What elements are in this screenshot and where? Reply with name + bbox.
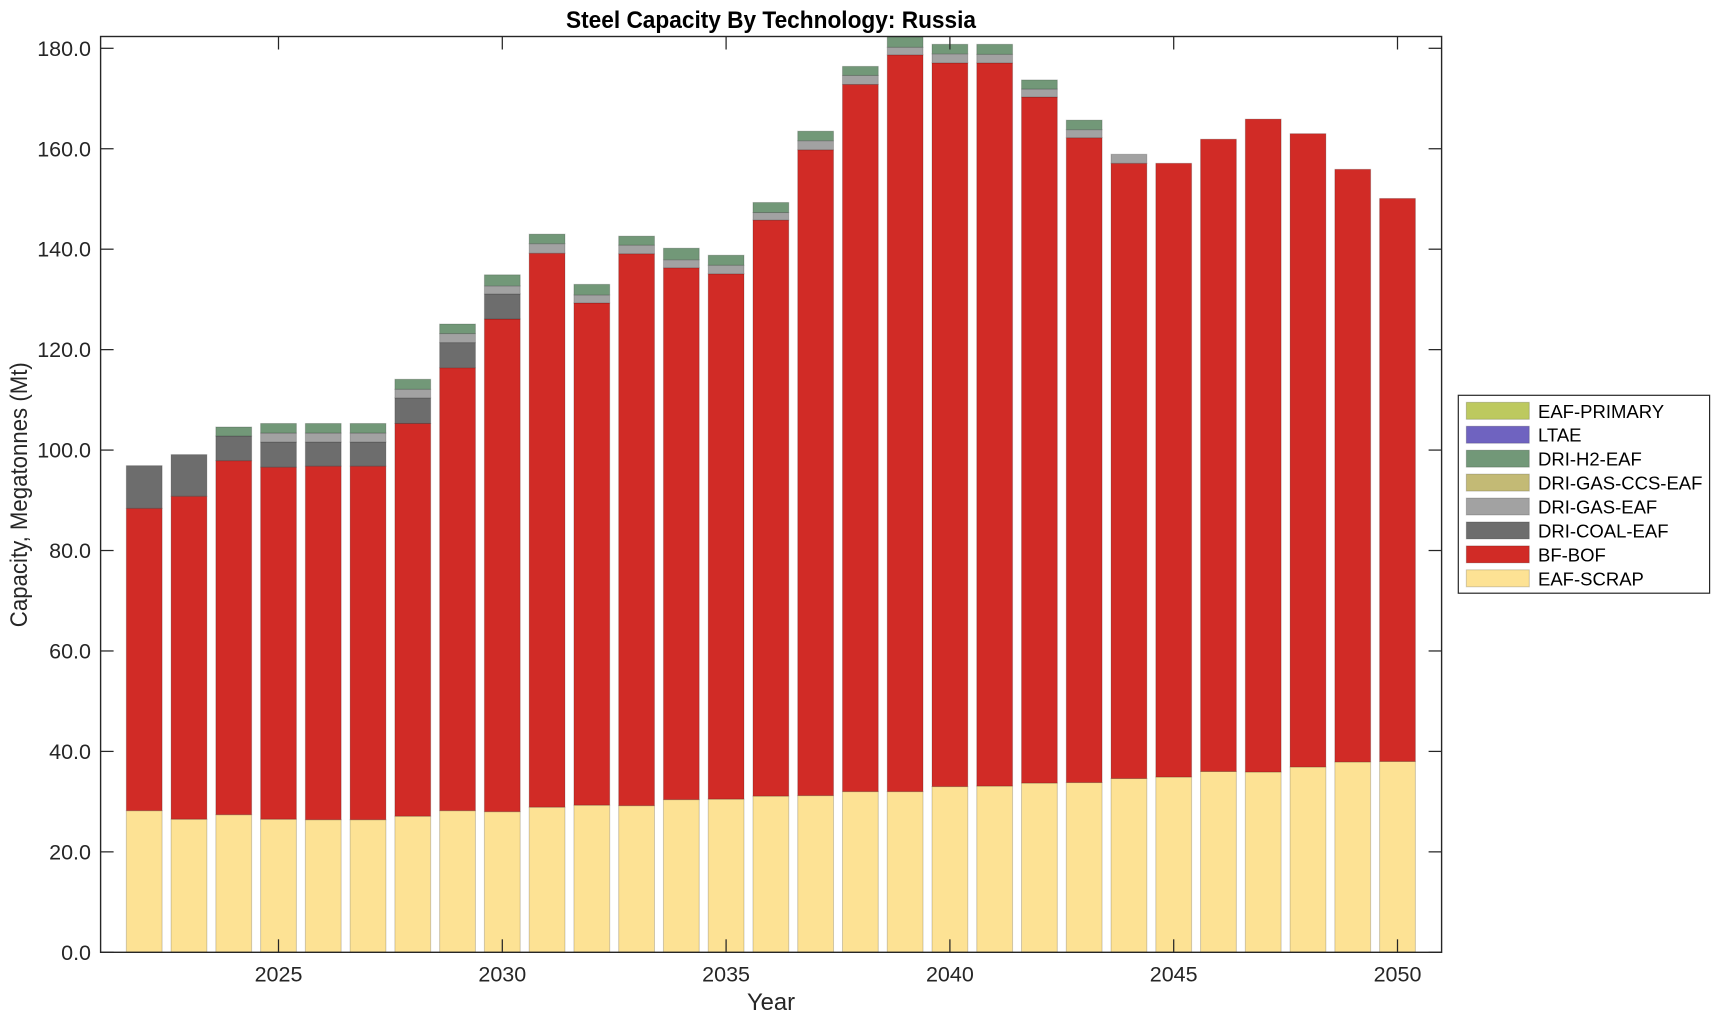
svg-text:120.0: 120.0 <box>37 338 91 362</box>
svg-text:EAF-PRIMARY: EAF-PRIMARY <box>1538 401 1664 422</box>
svg-text:2025: 2025 <box>255 963 303 987</box>
svg-text:100.0: 100.0 <box>37 439 91 463</box>
svg-text:DRI-H2-EAF: DRI-H2-EAF <box>1538 449 1642 470</box>
svg-text:20.0: 20.0 <box>49 840 91 864</box>
svg-text:180.0: 180.0 <box>37 37 91 61</box>
svg-text:60.0: 60.0 <box>49 639 91 663</box>
svg-text:Steel Capacity By Technology:: Steel Capacity By Technology: Russia <box>566 7 977 34</box>
svg-text:Capacity, Megatonnes (Mt): Capacity, Megatonnes (Mt) <box>6 362 33 627</box>
svg-text:80.0: 80.0 <box>49 539 91 563</box>
svg-text:DRI-GAS-EAF: DRI-GAS-EAF <box>1538 497 1657 518</box>
svg-text:2050: 2050 <box>1374 963 1422 987</box>
svg-text:140.0: 140.0 <box>37 238 91 262</box>
svg-text:DRI-COAL-EAF: DRI-COAL-EAF <box>1538 520 1669 541</box>
svg-text:40.0: 40.0 <box>49 740 91 764</box>
svg-text:2045: 2045 <box>1150 963 1198 987</box>
svg-text:2035: 2035 <box>702 963 750 987</box>
svg-text:LTAE: LTAE <box>1538 425 1582 446</box>
svg-text:DRI-GAS-CCS-EAF: DRI-GAS-CCS-EAF <box>1538 473 1702 494</box>
svg-text:2030: 2030 <box>478 963 526 987</box>
svg-text:EAF-SCRAP: EAF-SCRAP <box>1538 568 1644 589</box>
svg-text:0.0: 0.0 <box>61 941 91 965</box>
svg-text:BF-BOF: BF-BOF <box>1538 544 1606 565</box>
svg-text:Year: Year <box>747 989 795 1016</box>
svg-text:2040: 2040 <box>926 963 974 987</box>
svg-text:160.0: 160.0 <box>37 137 91 161</box>
